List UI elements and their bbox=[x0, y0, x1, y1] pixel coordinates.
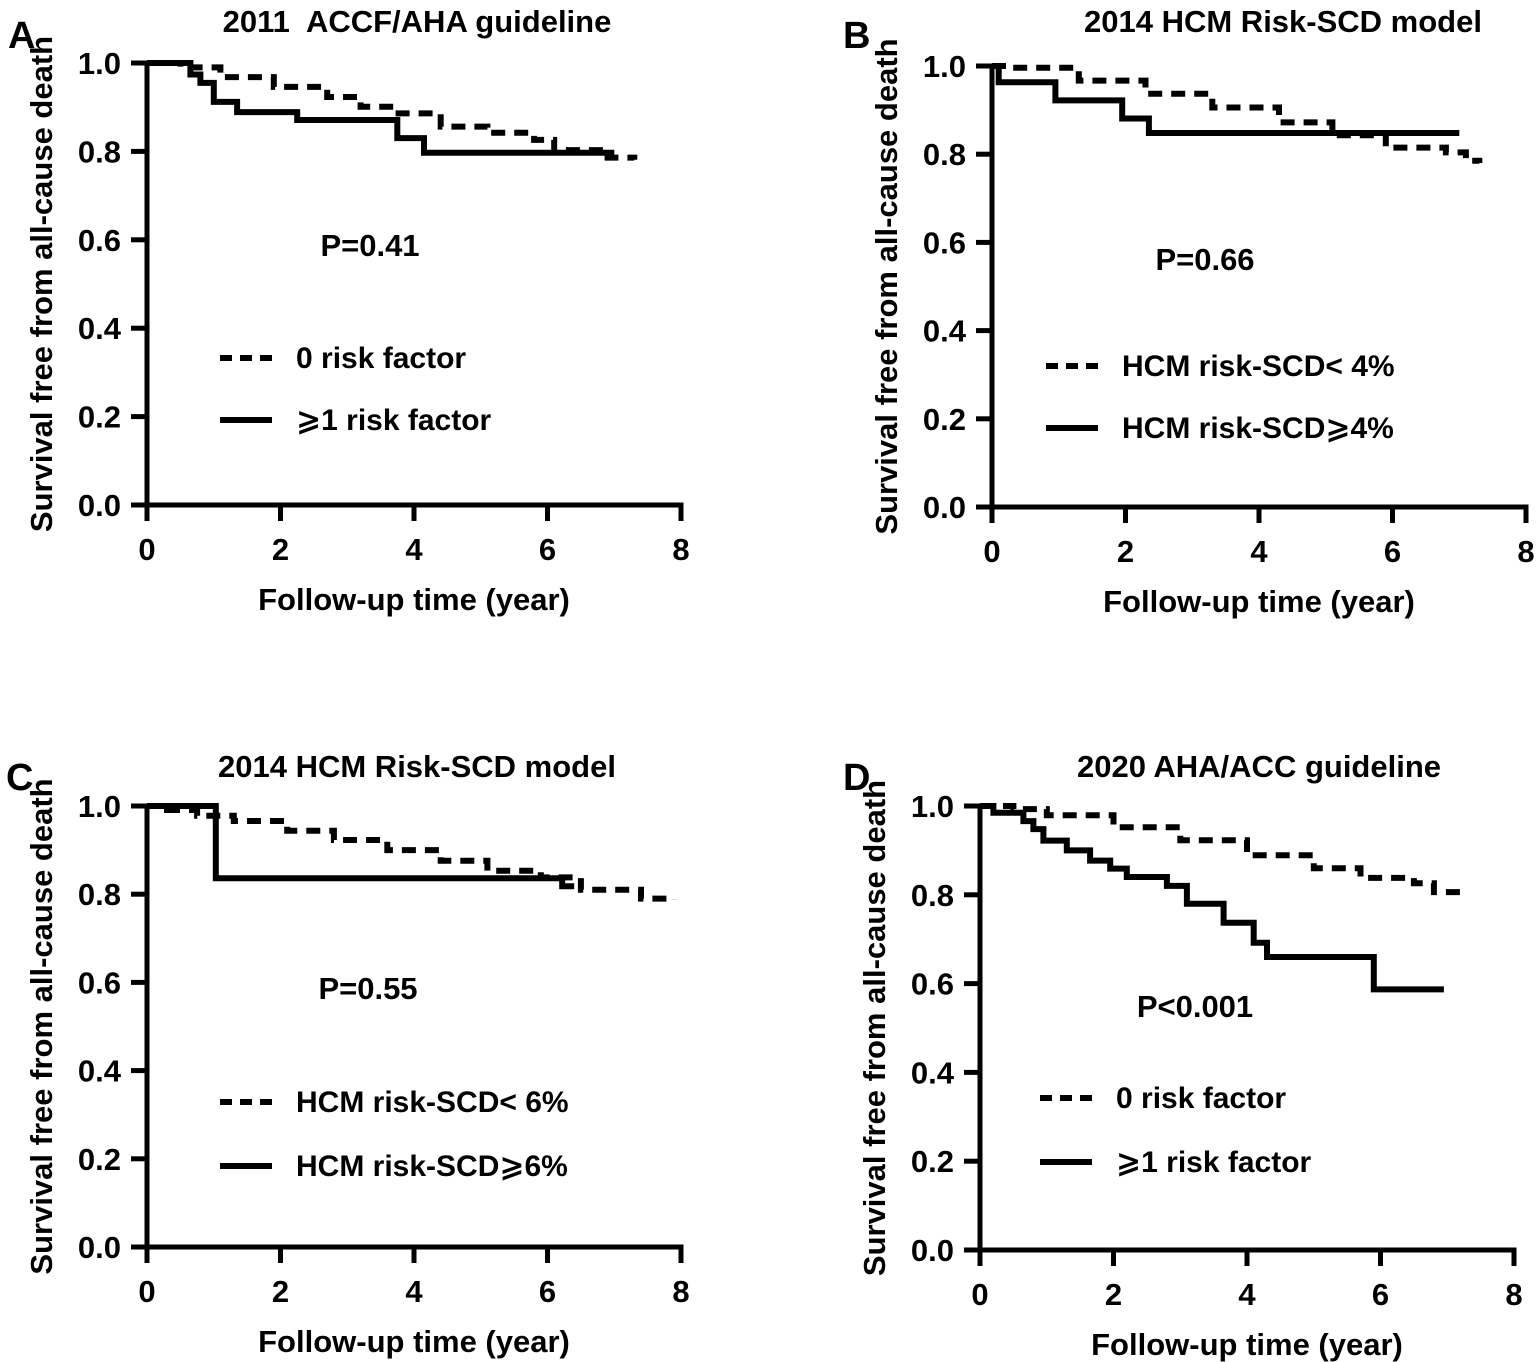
axes-layer: 0 2 4 6 8 1.0 0.8 0.6 0.4 0.2 0.0 bbox=[78, 46, 690, 567]
x-tick-label: 6 bbox=[539, 1274, 556, 1309]
x-tick-label: 2 bbox=[272, 1274, 289, 1309]
y-tick-label: 0.4 bbox=[78, 1054, 122, 1089]
panel-title: 2014 HCM Risk-SCD model bbox=[218, 749, 616, 784]
y-tick-label: 0.2 bbox=[78, 400, 121, 435]
legend: HCM risk-SCD< 6% HCM risk-SCD⩾6% bbox=[220, 1086, 569, 1183]
panel-title: 2020 AHA/ACC guideline bbox=[1077, 749, 1441, 784]
x-tick-label: 6 bbox=[539, 532, 556, 567]
x-tick-label: 8 bbox=[1505, 1277, 1522, 1312]
km-curve-dashed bbox=[992, 63, 1483, 164]
y-tick-label: 1.0 bbox=[78, 789, 121, 824]
p-value-label: P=0.66 bbox=[1155, 242, 1254, 277]
y-tick-label: 1.0 bbox=[911, 789, 954, 824]
y-tick-label: 0.2 bbox=[911, 1144, 954, 1179]
y-tick-label: 0.2 bbox=[78, 1142, 121, 1177]
y-tick-label: 0.4 bbox=[911, 1055, 955, 1090]
x-tick-label: 8 bbox=[672, 1274, 689, 1309]
panel-title: 2014 HCM Risk-SCD model bbox=[1084, 4, 1482, 39]
p-value-label: P=0.55 bbox=[318, 971, 417, 1006]
km-curve-dashed bbox=[147, 803, 678, 902]
x-tick-label: 0 bbox=[138, 1274, 155, 1309]
legend-label-solid: HCM risk-SCD⩾4% bbox=[1122, 412, 1394, 445]
curves-layer bbox=[147, 803, 678, 902]
x-tick-label: 2 bbox=[272, 532, 289, 567]
y-tick-label: 0.4 bbox=[923, 314, 967, 349]
x-tick-label: 6 bbox=[1372, 1277, 1389, 1312]
panel-letter: A bbox=[8, 15, 35, 57]
y-axis-label: Survival free from all-cause death bbox=[857, 780, 892, 1276]
y-tick-label: 0.2 bbox=[923, 402, 966, 437]
y-tick-label: 0.6 bbox=[923, 225, 966, 260]
axes-layer: 0 2 4 6 8 1.0 0.8 0.6 0.4 0.2 0.0 bbox=[923, 49, 1535, 569]
curves-layer bbox=[992, 63, 1483, 164]
x-tick-label: 0 bbox=[971, 1277, 988, 1312]
legend-label-solid: ⩾1 risk factor bbox=[296, 404, 492, 437]
y-tick-label: 0.6 bbox=[78, 223, 121, 258]
y-tick-label: 0.8 bbox=[78, 134, 121, 169]
y-tick-label: 0.8 bbox=[923, 137, 966, 172]
x-tick-label: 8 bbox=[672, 532, 689, 567]
x-tick-label: 2 bbox=[1105, 1277, 1122, 1312]
legend-label-solid: HCM risk-SCD⩾6% bbox=[296, 1150, 568, 1183]
x-tick-label: 4 bbox=[405, 532, 423, 567]
km-curve-dashed bbox=[147, 60, 638, 161]
x-tick-label: 4 bbox=[1238, 1277, 1256, 1312]
y-tick-label: 0.4 bbox=[78, 311, 122, 346]
x-axis-label: Follow-up time (year) bbox=[1103, 584, 1415, 619]
y-tick-label: 0.6 bbox=[78, 965, 121, 1000]
legend-label-solid: ⩾1 risk factor bbox=[1116, 1146, 1312, 1179]
y-tick-label: 1.0 bbox=[78, 46, 121, 81]
legend-label-dashed: 0 risk factor bbox=[1116, 1082, 1286, 1115]
x-tick-label: 0 bbox=[983, 534, 1000, 569]
legend: HCM risk-SCD< 4% HCM risk-SCD⩾4% bbox=[1046, 350, 1395, 445]
x-axis-label: Follow-up time (year) bbox=[258, 1324, 570, 1359]
y-tick-label: 0.6 bbox=[911, 967, 954, 1002]
x-tick-label: 2 bbox=[1117, 534, 1134, 569]
panel-letter: D bbox=[843, 757, 870, 799]
panel-letter: C bbox=[6, 757, 33, 799]
p-value-label: P<0.001 bbox=[1137, 989, 1253, 1024]
legend: 0 risk factor ⩾1 risk factor bbox=[220, 342, 492, 437]
panel-letter: B bbox=[843, 15, 870, 57]
y-tick-label: 0.0 bbox=[78, 488, 121, 523]
y-tick-label: 0.0 bbox=[911, 1233, 954, 1268]
panel-A: A 2011 ACCF/AHA guideline Survival free … bbox=[8, 4, 690, 617]
panel-title: 2011 ACCF/AHA guideline bbox=[223, 4, 612, 39]
panel-C: C 2014 HCM Risk-SCD model Survival free … bbox=[6, 749, 690, 1359]
km-curve-solid bbox=[147, 60, 615, 156]
y-axis-label: Survival free from all-cause death bbox=[24, 36, 59, 532]
km-curve-dashed bbox=[980, 803, 1464, 896]
curves-layer bbox=[980, 803, 1464, 993]
panel-B: B 2014 HCM Risk-SCD model Survival free … bbox=[843, 4, 1535, 619]
km-curve-solid bbox=[147, 803, 575, 890]
km-curve-solid bbox=[992, 63, 1460, 136]
y-tick-label: 0.0 bbox=[923, 490, 966, 525]
x-tick-label: 8 bbox=[1517, 534, 1534, 569]
axes-layer: 0 2 4 6 8 1.0 0.8 0.6 0.4 0.2 0.0 bbox=[911, 789, 1523, 1312]
p-value-label: P=0.41 bbox=[320, 228, 419, 263]
km-curve-solid bbox=[980, 803, 1444, 993]
axes-layer: 0 2 4 6 8 1.0 0.8 0.6 0.4 0.2 0.0 bbox=[78, 789, 690, 1309]
x-tick-label: 0 bbox=[138, 532, 155, 567]
y-axis-label: Survival free from all-cause death bbox=[869, 38, 904, 534]
x-axis-label: Follow-up time (year) bbox=[1091, 1327, 1403, 1362]
y-axis-label: Survival free from all-cause death bbox=[24, 778, 59, 1274]
x-axis-label: Follow-up time (year) bbox=[258, 582, 570, 617]
curves-layer bbox=[147, 60, 638, 161]
legend-label-dashed: HCM risk-SCD< 4% bbox=[1122, 350, 1395, 383]
x-tick-label: 6 bbox=[1384, 534, 1401, 569]
y-tick-label: 0.8 bbox=[78, 877, 121, 912]
y-tick-label: 0.0 bbox=[78, 1230, 121, 1265]
y-tick-label: 1.0 bbox=[923, 49, 966, 84]
x-tick-label: 4 bbox=[405, 1274, 423, 1309]
legend-label-dashed: HCM risk-SCD< 6% bbox=[296, 1086, 569, 1119]
legend-label-dashed: 0 risk factor bbox=[296, 342, 466, 375]
panel-D: D 2020 AHA/ACC guideline Survival free f… bbox=[843, 749, 1523, 1362]
x-tick-label: 4 bbox=[1250, 534, 1268, 569]
y-tick-label: 0.8 bbox=[911, 878, 954, 913]
legend: 0 risk factor ⩾1 risk factor bbox=[1040, 1082, 1312, 1179]
